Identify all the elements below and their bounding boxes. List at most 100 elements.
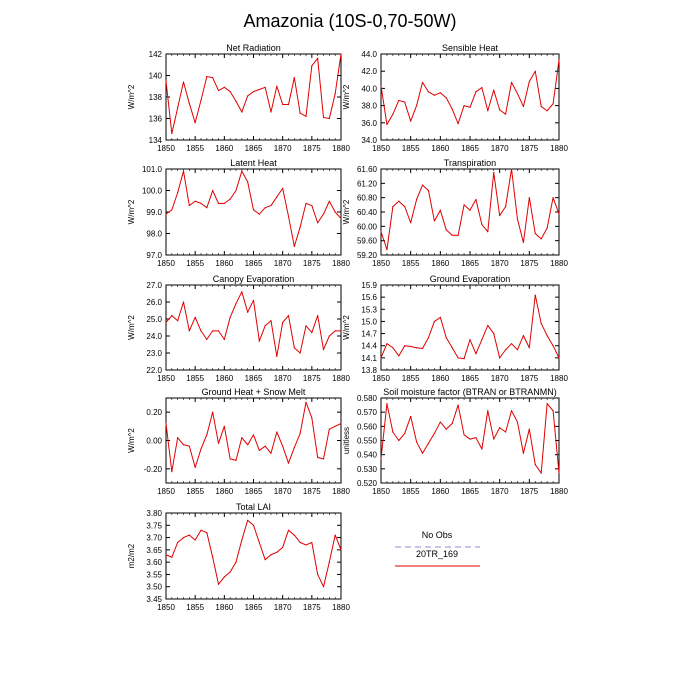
y-axis-label: W/m^2 <box>342 84 351 109</box>
data-point <box>194 466 196 469</box>
y-axis-label: W/m^2 <box>342 315 351 340</box>
y-axis-label: unitless <box>342 427 351 454</box>
x-tick-label: 1870 <box>491 259 509 268</box>
data-point <box>451 108 453 110</box>
data-point <box>463 204 465 206</box>
data-point <box>410 415 412 418</box>
x-tick-label: 1850 <box>157 603 175 612</box>
data-point <box>299 226 301 228</box>
data-point <box>552 197 554 199</box>
data-point <box>340 549 342 551</box>
x-tick-label: 1875 <box>303 487 321 496</box>
data-point <box>241 170 243 172</box>
data-point <box>451 234 453 236</box>
data-point <box>499 357 501 359</box>
panel-5: Canopy Evaporation W/m^2 1850 1855 1860 1865 1… <box>127 274 350 383</box>
x-tick-label: 1870 <box>491 374 509 383</box>
data-point <box>433 220 435 222</box>
data-point <box>487 410 489 412</box>
data-point <box>188 534 190 536</box>
panel-2: Sensible Heat W/m^2 1850 1855 1860 1865 1870 18… <box>342 43 568 153</box>
data-point <box>317 222 319 224</box>
data-point <box>165 213 167 215</box>
data-point <box>487 110 489 112</box>
data-point <box>171 132 173 135</box>
data-point <box>241 437 243 439</box>
data-point <box>177 192 179 194</box>
data-point <box>558 213 560 215</box>
data-point <box>276 355 278 357</box>
y-tick-label: 3.75 <box>146 521 162 530</box>
data-point <box>481 86 483 89</box>
panel-title: Soil moisture factor (BTRAN or BTRANMN) <box>383 387 557 397</box>
y-axis-label: m2/m2 <box>127 543 136 568</box>
legend-entry: 20TR_169 <box>395 549 480 567</box>
x-tick-label: 1860 <box>431 374 449 383</box>
y-tick-label: 42.0 <box>361 67 377 76</box>
y-tick-label: 3.50 <box>146 583 162 592</box>
data-point <box>487 231 489 233</box>
panel-title: Latent Heat <box>230 158 277 168</box>
data-point <box>235 189 237 192</box>
series-line <box>165 519 342 588</box>
y-tick-label: 40.0 <box>361 84 377 93</box>
data-point <box>463 358 465 360</box>
panel-3: Latent Heat W/m^2 1850 1855 1860 1865 1870 1875… <box>127 158 350 268</box>
plot-frame <box>380 53 560 141</box>
data-point <box>305 325 307 327</box>
data-point <box>247 95 249 97</box>
x-tick-label: 1880 <box>332 374 350 383</box>
data-point <box>457 404 459 406</box>
data-point <box>427 189 430 192</box>
data-point <box>398 355 400 357</box>
x-tick-label: 1850 <box>372 487 390 496</box>
data-point <box>463 105 465 107</box>
x-tick-label: 1870 <box>491 487 509 496</box>
data-point <box>299 112 301 114</box>
data-point <box>194 122 196 124</box>
data-point <box>311 65 313 67</box>
data-point <box>463 434 465 436</box>
data-point <box>433 320 435 323</box>
data-point <box>540 472 542 474</box>
data-point <box>171 556 173 558</box>
data-point <box>546 403 548 405</box>
data-point <box>505 206 507 208</box>
data-point <box>264 86 266 88</box>
data-point <box>270 204 272 207</box>
data-point <box>522 241 525 244</box>
data-point <box>264 325 266 327</box>
legend: No Obs 20TR_169 <box>395 530 480 567</box>
data-point <box>475 353 477 355</box>
data-point <box>558 59 560 61</box>
y-tick-label: 61.20 <box>357 179 378 188</box>
x-tick-label: 1880 <box>332 487 350 496</box>
data-point <box>317 573 319 576</box>
y-tick-label: 60.00 <box>357 222 378 231</box>
y-tick-label: 3.60 <box>146 558 162 567</box>
series-line <box>380 59 560 126</box>
y-tick-label: 26.0 <box>146 298 162 307</box>
data-point <box>182 170 185 172</box>
data-point <box>217 442 220 444</box>
y-tick-label: 60.80 <box>357 194 378 203</box>
data-point <box>510 81 513 83</box>
x-tick-label: 1880 <box>550 374 568 383</box>
data-point <box>540 322 542 325</box>
data-point <box>182 444 185 446</box>
data-point <box>410 345 412 348</box>
data-point <box>206 434 208 436</box>
x-tick-label: 1865 <box>245 603 263 612</box>
data-point <box>546 227 548 229</box>
data-point <box>386 123 388 126</box>
data-point <box>217 89 220 92</box>
data-point <box>299 352 301 354</box>
data-point <box>171 209 173 211</box>
x-tick-label: 1870 <box>274 374 292 383</box>
y-tick-label: 3.65 <box>146 546 162 555</box>
y-tick-label: 22.0 <box>146 366 162 375</box>
data-point <box>528 347 530 349</box>
panel-title: Ground Heat + Snow Melt <box>202 387 306 397</box>
x-tick-label: 1860 <box>215 487 233 496</box>
panel-1: Net Radiation W/m^2 1850 1855 1860 1865 1870 18… <box>127 43 350 153</box>
